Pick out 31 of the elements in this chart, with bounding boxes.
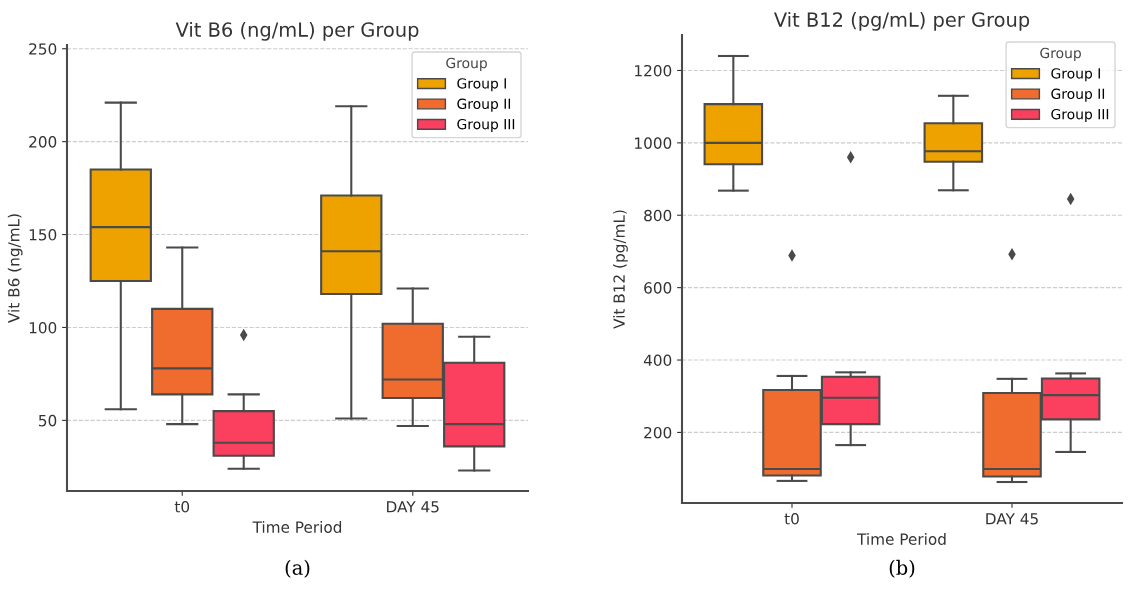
x-tick-label: DAY 45 — [387, 501, 439, 513]
y-axis-title: Vit B12 (pg/mL) — [613, 210, 628, 329]
y-tick-label: 400 — [643, 354, 672, 367]
y-tick-label: 600 — [644, 282, 672, 294]
y-tick-label: 1200 — [635, 64, 672, 77]
legend-label: Group III — [457, 118, 515, 133]
legend-label: Group II — [457, 98, 511, 112]
y-tick-label: 100 — [29, 321, 57, 334]
x-tick-label: DAY 45 — [986, 513, 1038, 525]
y-tick-label: 200 — [29, 136, 57, 148]
x-axis-title: Time Period — [252, 521, 342, 533]
legend-title: Group — [446, 57, 487, 71]
text: (a) — [285, 559, 310, 578]
y-tick-label: 250 — [29, 43, 57, 55]
text: (b) — [889, 559, 915, 578]
chart-title: Vit B6 (ng/mL) per Group — [175, 21, 419, 41]
x-axis-title: Time Period — [857, 533, 946, 545]
y-tick-label: 1000 — [635, 137, 672, 149]
chart-title: Vit B12 (pg/mL) per Group — [773, 11, 1030, 31]
legend-title: Group — [1040, 47, 1081, 61]
x-tick-label: t0 — [784, 512, 799, 525]
x-tick-label: t0 — [174, 500, 190, 513]
y-tick-label: 200 — [644, 426, 672, 439]
legend-label: Group II — [1051, 88, 1105, 102]
y-tick-label: 150 — [29, 229, 57, 241]
legend-label: Group III — [1051, 108, 1109, 123]
legend-label: Group I — [457, 78, 506, 92]
y-tick-label: 50 — [39, 414, 57, 427]
y-axis-title: Vit B6 (ng/mL) — [7, 214, 23, 323]
legend-label: Group I — [1051, 68, 1100, 82]
y-tick-label: 800 — [644, 209, 672, 222]
